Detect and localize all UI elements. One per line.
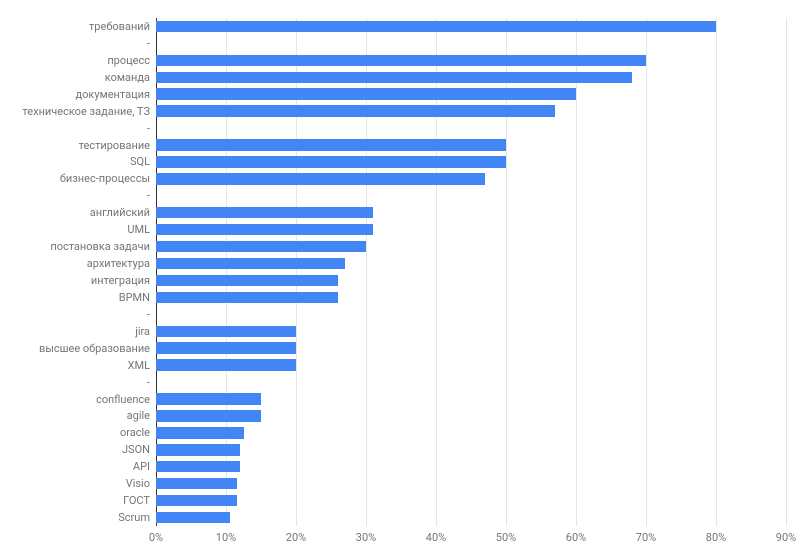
bar bbox=[156, 326, 296, 338]
bar bbox=[156, 156, 506, 168]
y-axis-label: бизнес-процессы bbox=[60, 173, 150, 184]
bar bbox=[156, 495, 237, 507]
bar bbox=[156, 410, 261, 422]
bar bbox=[156, 444, 240, 456]
y-axis-label: SQL bbox=[130, 156, 150, 167]
bar bbox=[156, 105, 555, 117]
gridline bbox=[786, 18, 787, 526]
y-axis-label: техническое задание, ТЗ bbox=[22, 106, 150, 117]
y-axis-label: API bbox=[133, 461, 150, 472]
bar bbox=[156, 461, 240, 473]
y-axis-label: - bbox=[147, 377, 150, 388]
bar bbox=[156, 173, 485, 185]
y-axis-label: - bbox=[147, 309, 150, 320]
y-axis-label: постановка задачи bbox=[50, 241, 150, 252]
x-axis-tick-label: 50% bbox=[496, 532, 516, 543]
y-axis-label: команда bbox=[105, 72, 150, 83]
y-axis-label: Scrum bbox=[118, 512, 150, 523]
x-axis-tick-label: 60% bbox=[566, 532, 586, 543]
y-axis-label: oracle bbox=[120, 427, 150, 438]
gridline bbox=[646, 18, 647, 526]
x-axis-tick-label: 70% bbox=[636, 532, 656, 543]
bar bbox=[156, 427, 244, 439]
bar bbox=[156, 478, 237, 490]
bar bbox=[156, 72, 632, 84]
bar bbox=[156, 139, 506, 151]
plot-area bbox=[156, 18, 786, 526]
bar bbox=[156, 292, 338, 304]
y-axis-label: agile bbox=[127, 410, 150, 421]
y-axis-label: документация bbox=[76, 89, 151, 100]
x-axis-tick-label: 20% bbox=[286, 532, 306, 543]
bar bbox=[156, 207, 373, 219]
x-axis-tick-label: 30% bbox=[356, 532, 376, 543]
y-axis-label: Visio bbox=[126, 478, 150, 489]
y-axis-label: - bbox=[147, 38, 150, 49]
gridline bbox=[576, 18, 577, 526]
bar bbox=[156, 342, 296, 354]
gridline bbox=[716, 18, 717, 526]
y-axis-label: jira bbox=[135, 326, 150, 337]
y-axis-label: - bbox=[147, 190, 150, 201]
bar bbox=[156, 21, 716, 33]
bar bbox=[156, 224, 373, 236]
y-axis-label: английский bbox=[90, 207, 150, 218]
x-axis-tick-label: 40% bbox=[426, 532, 446, 543]
y-axis-label: UML bbox=[127, 224, 150, 235]
y-axis-label: BPMN bbox=[119, 292, 150, 303]
bar bbox=[156, 359, 296, 371]
y-axis-label: интеграция bbox=[91, 275, 150, 286]
y-axis-label: ГОСТ bbox=[123, 495, 150, 506]
bar bbox=[156, 241, 366, 253]
bar bbox=[156, 275, 338, 287]
x-axis-tick-label: 0% bbox=[149, 532, 163, 543]
bar bbox=[156, 55, 646, 67]
x-axis-tick-label: 80% bbox=[706, 532, 726, 543]
chart-container: 0% 10% 20% 30% 40% 50% 60% 70% 80% 90% требований -… bbox=[0, 0, 800, 554]
x-axis-tick-label: 10% bbox=[216, 532, 236, 543]
x-axis-tick-label: 90% bbox=[776, 532, 796, 543]
y-axis-label: JSON bbox=[122, 444, 150, 455]
y-axis-label: требований bbox=[89, 21, 150, 32]
bar bbox=[156, 258, 345, 270]
y-axis-label: высшее образование bbox=[39, 343, 150, 354]
bar bbox=[156, 393, 261, 405]
y-axis-label: процесс bbox=[107, 55, 150, 66]
y-axis-label: confluence bbox=[96, 394, 150, 405]
y-axis-label: тестирование bbox=[79, 140, 150, 151]
y-axis-label: архитектура bbox=[87, 258, 150, 269]
bar bbox=[156, 512, 230, 524]
y-axis-label: XML bbox=[128, 360, 150, 371]
bar bbox=[156, 88, 576, 100]
y-axis-label: - bbox=[147, 123, 150, 134]
